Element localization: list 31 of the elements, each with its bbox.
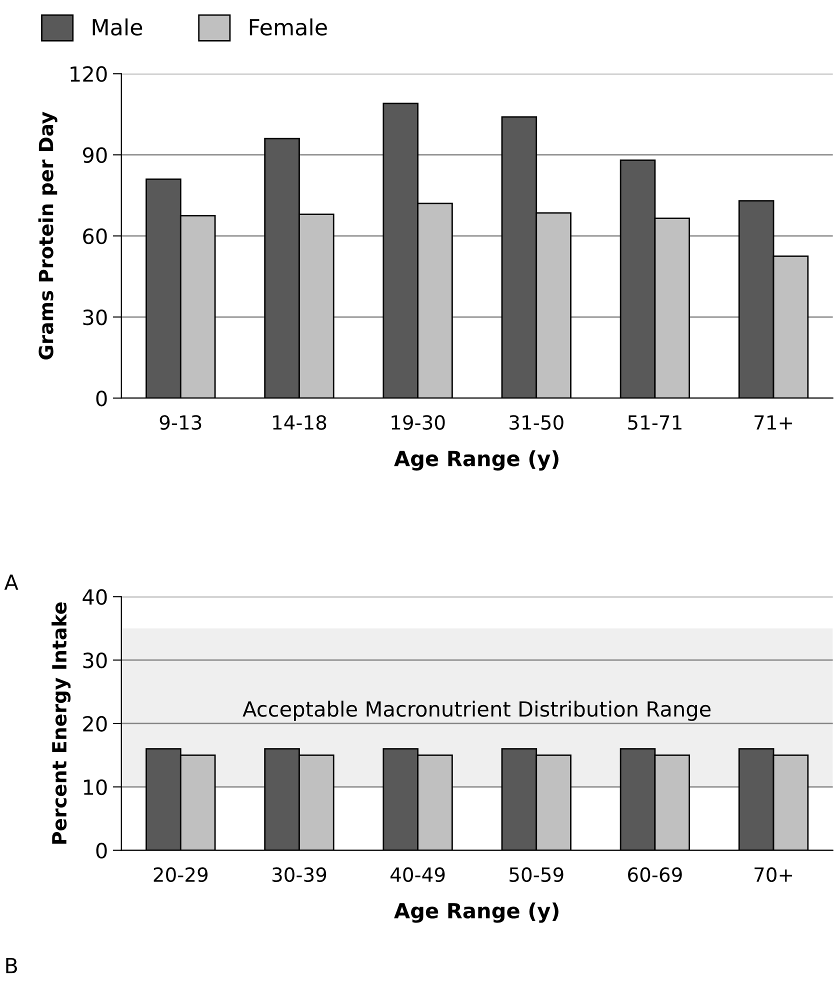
y-tick-label: 90 [82, 147, 107, 164]
y-tick-label: 30 [83, 652, 107, 668]
x-tick-label: 51-71 [628, 415, 682, 430]
y-tick-label: 0 [96, 390, 107, 406]
y-tick-label: 30 [83, 309, 107, 326]
x-tick-label: 9-13 [160, 415, 202, 430]
y-tick-label: 120 [70, 66, 107, 82]
x-tick-label: 14-18 [273, 415, 326, 430]
x-tick-label: 20-29 [154, 867, 208, 882]
y-tick-label: 10 [84, 779, 107, 796]
x-tick-label: 50-59 [510, 867, 564, 882]
x-tick-label: 40-49 [390, 867, 445, 882]
text: A [4, 574, 18, 590]
x-tick-label: 31-50 [510, 415, 564, 430]
y-tick-label: 40 [82, 589, 107, 605]
x-tick-label: 30-39 [272, 867, 326, 882]
band-label: Acceptable Macronutrient Distribution Range [242, 700, 711, 721]
x-axis-title: Age Range (y) [394, 902, 558, 923]
y-axis-title: Percent Energy Intake [52, 602, 71, 844]
x-tick-label: 60-69 [628, 867, 682, 882]
y-tick-label: 60 [83, 228, 107, 244]
text: B [6, 958, 18, 974]
x-tick-label: 71+ [754, 415, 792, 430]
y-tick-label: 0 [96, 842, 107, 859]
y-tick-label: 20 [83, 716, 107, 732]
legend-label: Female [250, 18, 327, 36]
legend-label: Male [92, 18, 142, 36]
x-tick-label: 70+ [754, 867, 792, 882]
y-axis-title: Grams Protein per Day [38, 112, 58, 360]
x-tick-label: 19-30 [392, 415, 445, 430]
x-axis-title: Age Range (y) [394, 450, 558, 471]
